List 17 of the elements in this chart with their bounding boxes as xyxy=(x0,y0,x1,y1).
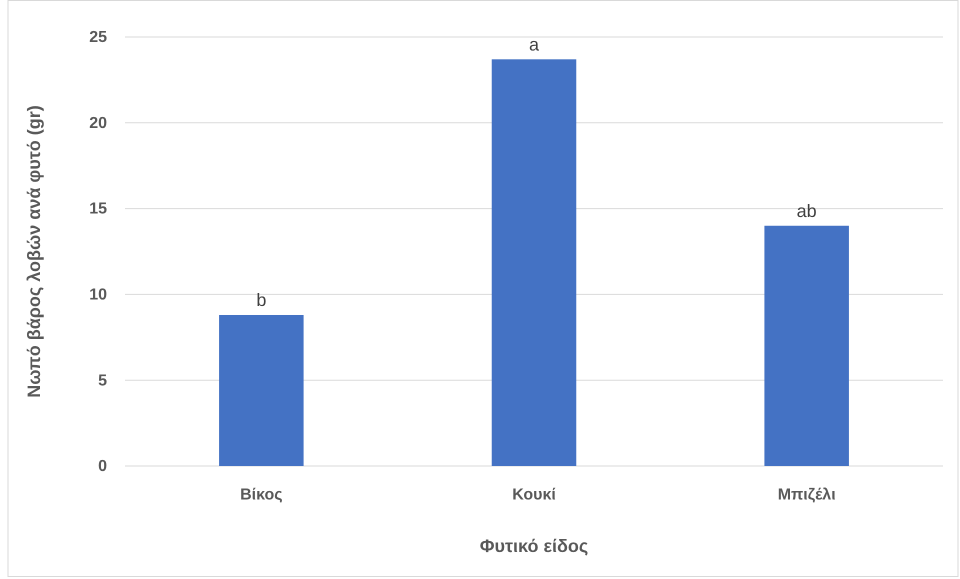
y-tick-label: 15 xyxy=(89,200,108,218)
y-tick-label: 5 xyxy=(98,372,108,390)
bar xyxy=(219,314,304,466)
y-tick-label: 20 xyxy=(89,114,108,132)
annotation: b xyxy=(256,290,266,310)
x-axis-title: Φυτικό είδος xyxy=(480,536,588,556)
y-tick-label: 10 xyxy=(89,286,108,304)
x-tick-label: Μπιζέλι xyxy=(778,486,836,504)
bar xyxy=(492,59,576,466)
x-tick-label: Κουκί xyxy=(512,486,556,504)
x-tick-label: Βίκος xyxy=(240,486,283,504)
annotation: a xyxy=(528,34,540,54)
annotation: ab xyxy=(796,200,817,221)
bar xyxy=(764,226,849,466)
y-axis-title: Νωπό βάρος λοβών ανά φυτό (gr) xyxy=(24,105,44,398)
y-tick-label: 25 xyxy=(89,29,108,46)
y-tick-label: 0 xyxy=(98,458,108,476)
